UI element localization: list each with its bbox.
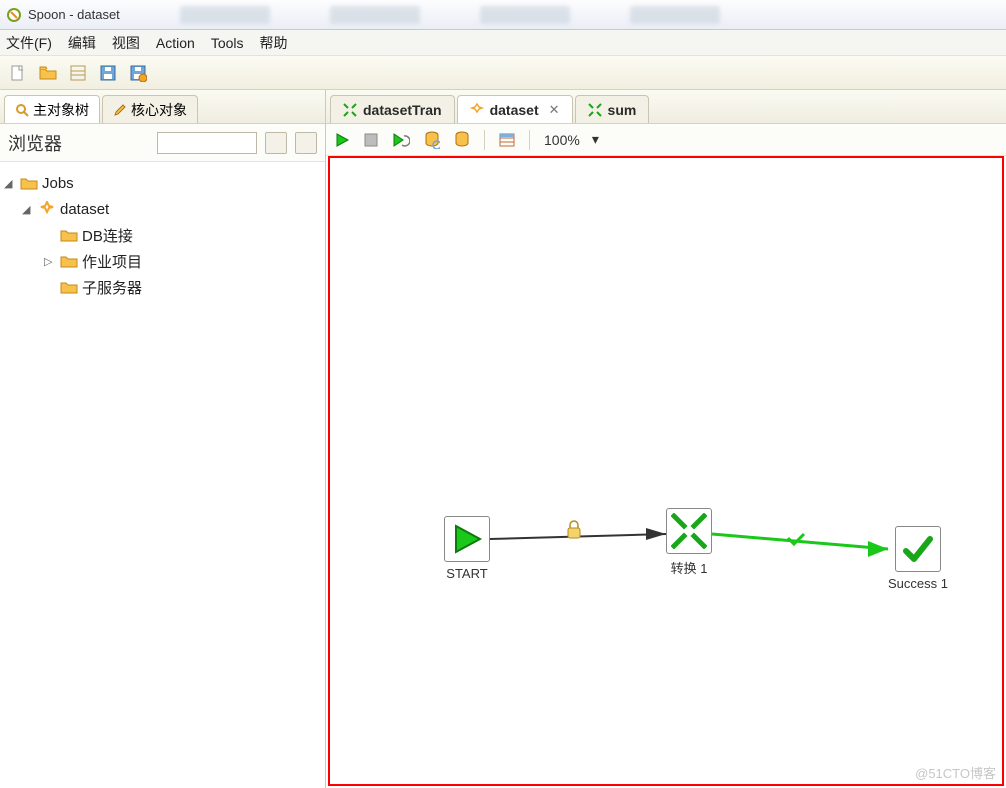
app-icon bbox=[6, 7, 22, 23]
left-panel: 主对象树 核心对象 浏览器 ◢ Jobs ◢ dataset bbox=[0, 90, 326, 788]
tab-core-objects-label: 核心对象 bbox=[131, 100, 187, 120]
db-explore-icon[interactable] bbox=[454, 131, 470, 149]
editor-toolbar: 100% ▾ bbox=[326, 124, 1006, 156]
folder-icon bbox=[60, 279, 78, 295]
left-tabs: 主对象树 核心对象 bbox=[0, 90, 325, 124]
explore-icon[interactable] bbox=[68, 63, 88, 83]
new-file-icon[interactable] bbox=[8, 63, 28, 83]
background-window-tabs bbox=[180, 6, 720, 24]
separator bbox=[484, 130, 485, 150]
expand-arrow-icon[interactable]: ◢ bbox=[22, 203, 34, 216]
object-tree: ◢ Jobs ◢ dataset DB连接 ▷ 作业项目 bbox=[0, 162, 325, 308]
node-start-label: START bbox=[446, 566, 487, 581]
menu-tools[interactable]: Tools bbox=[211, 35, 244, 51]
tab-main-tree[interactable]: 主对象树 bbox=[4, 95, 100, 123]
menu-view[interactable]: 视图 bbox=[112, 33, 140, 53]
dropdown-arrow-icon[interactable]: ▾ bbox=[592, 131, 599, 148]
tab-sum-label: sum bbox=[608, 102, 637, 118]
tab-main-tree-label: 主对象树 bbox=[33, 100, 89, 120]
tab-dataset-label: dataset bbox=[490, 102, 539, 118]
browser-header: 浏览器 bbox=[0, 124, 325, 162]
expand-arrow-icon[interactable]: ◢ bbox=[4, 177, 16, 190]
browser-search-input[interactable] bbox=[157, 132, 257, 154]
tab-datasettran[interactable]: datasetTran bbox=[330, 95, 455, 123]
open-folder-icon[interactable] bbox=[38, 63, 58, 83]
run-icon[interactable] bbox=[334, 132, 350, 148]
separator bbox=[529, 130, 530, 150]
save-as-icon[interactable] bbox=[128, 63, 148, 83]
tab-dataset[interactable]: dataset ✕ bbox=[457, 95, 573, 123]
node-transform-label: 转换 1 bbox=[671, 558, 708, 577]
tree-node-db-label: DB连接 bbox=[82, 225, 133, 246]
menubar: 文件(F) 编辑 视图 Action Tools 帮助 bbox=[0, 30, 1006, 56]
save-icon[interactable] bbox=[98, 63, 118, 83]
tree-node-jobs-label: Jobs bbox=[42, 175, 74, 192]
expand-all-button[interactable] bbox=[265, 132, 287, 154]
tree-node-jobitems-label: 作业项目 bbox=[82, 251, 142, 272]
zoom-value: 100% bbox=[544, 132, 580, 148]
node-transform[interactable]: 转换 1 bbox=[666, 508, 712, 577]
tree-node-subserver-label: 子服务器 bbox=[82, 277, 142, 298]
node-start[interactable]: START bbox=[444, 516, 490, 581]
tab-sum[interactable]: sum bbox=[575, 95, 650, 123]
menu-file[interactable]: 文件(F) bbox=[6, 33, 52, 53]
collapse-arrow-icon[interactable]: ▷ bbox=[44, 255, 56, 268]
tree-node-jobs[interactable]: ◢ Jobs bbox=[4, 170, 321, 196]
folder-icon bbox=[60, 227, 78, 243]
right-panel: datasetTran dataset ✕ sum 100% ▾ bbox=[326, 90, 1006, 788]
folder-icon bbox=[20, 175, 38, 191]
main-toolbar bbox=[0, 56, 1006, 90]
menu-help[interactable]: 帮助 bbox=[260, 33, 288, 53]
tree-node-dataset[interactable]: ◢ dataset bbox=[4, 196, 321, 222]
browser-title: 浏览器 bbox=[8, 130, 62, 156]
editor-tabs: datasetTran dataset ✕ sum bbox=[326, 90, 1006, 124]
job-icon bbox=[38, 201, 56, 217]
folder-icon bbox=[60, 253, 78, 269]
titlebar: Spoon - dataset bbox=[0, 0, 1006, 30]
sql-icon[interactable] bbox=[424, 131, 440, 149]
start-icon bbox=[444, 516, 490, 562]
menu-action[interactable]: Action bbox=[156, 35, 195, 51]
window-title: Spoon - dataset bbox=[28, 7, 120, 22]
tree-node-jobitems[interactable]: ▷ 作业项目 bbox=[4, 248, 321, 274]
transform-icon bbox=[343, 103, 357, 117]
close-icon[interactable]: ✕ bbox=[549, 102, 560, 118]
grid-icon[interactable] bbox=[499, 133, 515, 147]
transform-node-icon bbox=[666, 508, 712, 554]
replay-icon[interactable] bbox=[392, 132, 410, 148]
tree-node-subserver[interactable]: 子服务器 bbox=[4, 274, 321, 300]
tree-node-dataset-label: dataset bbox=[60, 201, 109, 218]
tree-node-db[interactable]: DB连接 bbox=[4, 222, 321, 248]
watermark: @51CTO博客 bbox=[915, 763, 996, 782]
zoom-selector[interactable]: 100% ▾ bbox=[544, 131, 599, 148]
tab-core-objects[interactable]: 核心对象 bbox=[102, 95, 198, 123]
success-icon bbox=[895, 526, 941, 572]
node-success[interactable]: Success 1 bbox=[888, 526, 948, 591]
job-icon bbox=[470, 103, 484, 117]
job-canvas[interactable]: START 转换 1 Success 1 bbox=[328, 156, 1004, 786]
pencil-icon bbox=[113, 103, 127, 117]
node-success-label: Success 1 bbox=[888, 576, 948, 591]
workspace: 主对象树 核心对象 浏览器 ◢ Jobs ◢ dataset bbox=[0, 90, 1006, 788]
transform-icon bbox=[588, 103, 602, 117]
stop-icon[interactable] bbox=[364, 133, 378, 147]
tab-datasettran-label: datasetTran bbox=[363, 102, 442, 118]
collapse-all-button[interactable] bbox=[295, 132, 317, 154]
search-icon bbox=[15, 103, 29, 117]
menu-edit[interactable]: 编辑 bbox=[68, 33, 96, 53]
